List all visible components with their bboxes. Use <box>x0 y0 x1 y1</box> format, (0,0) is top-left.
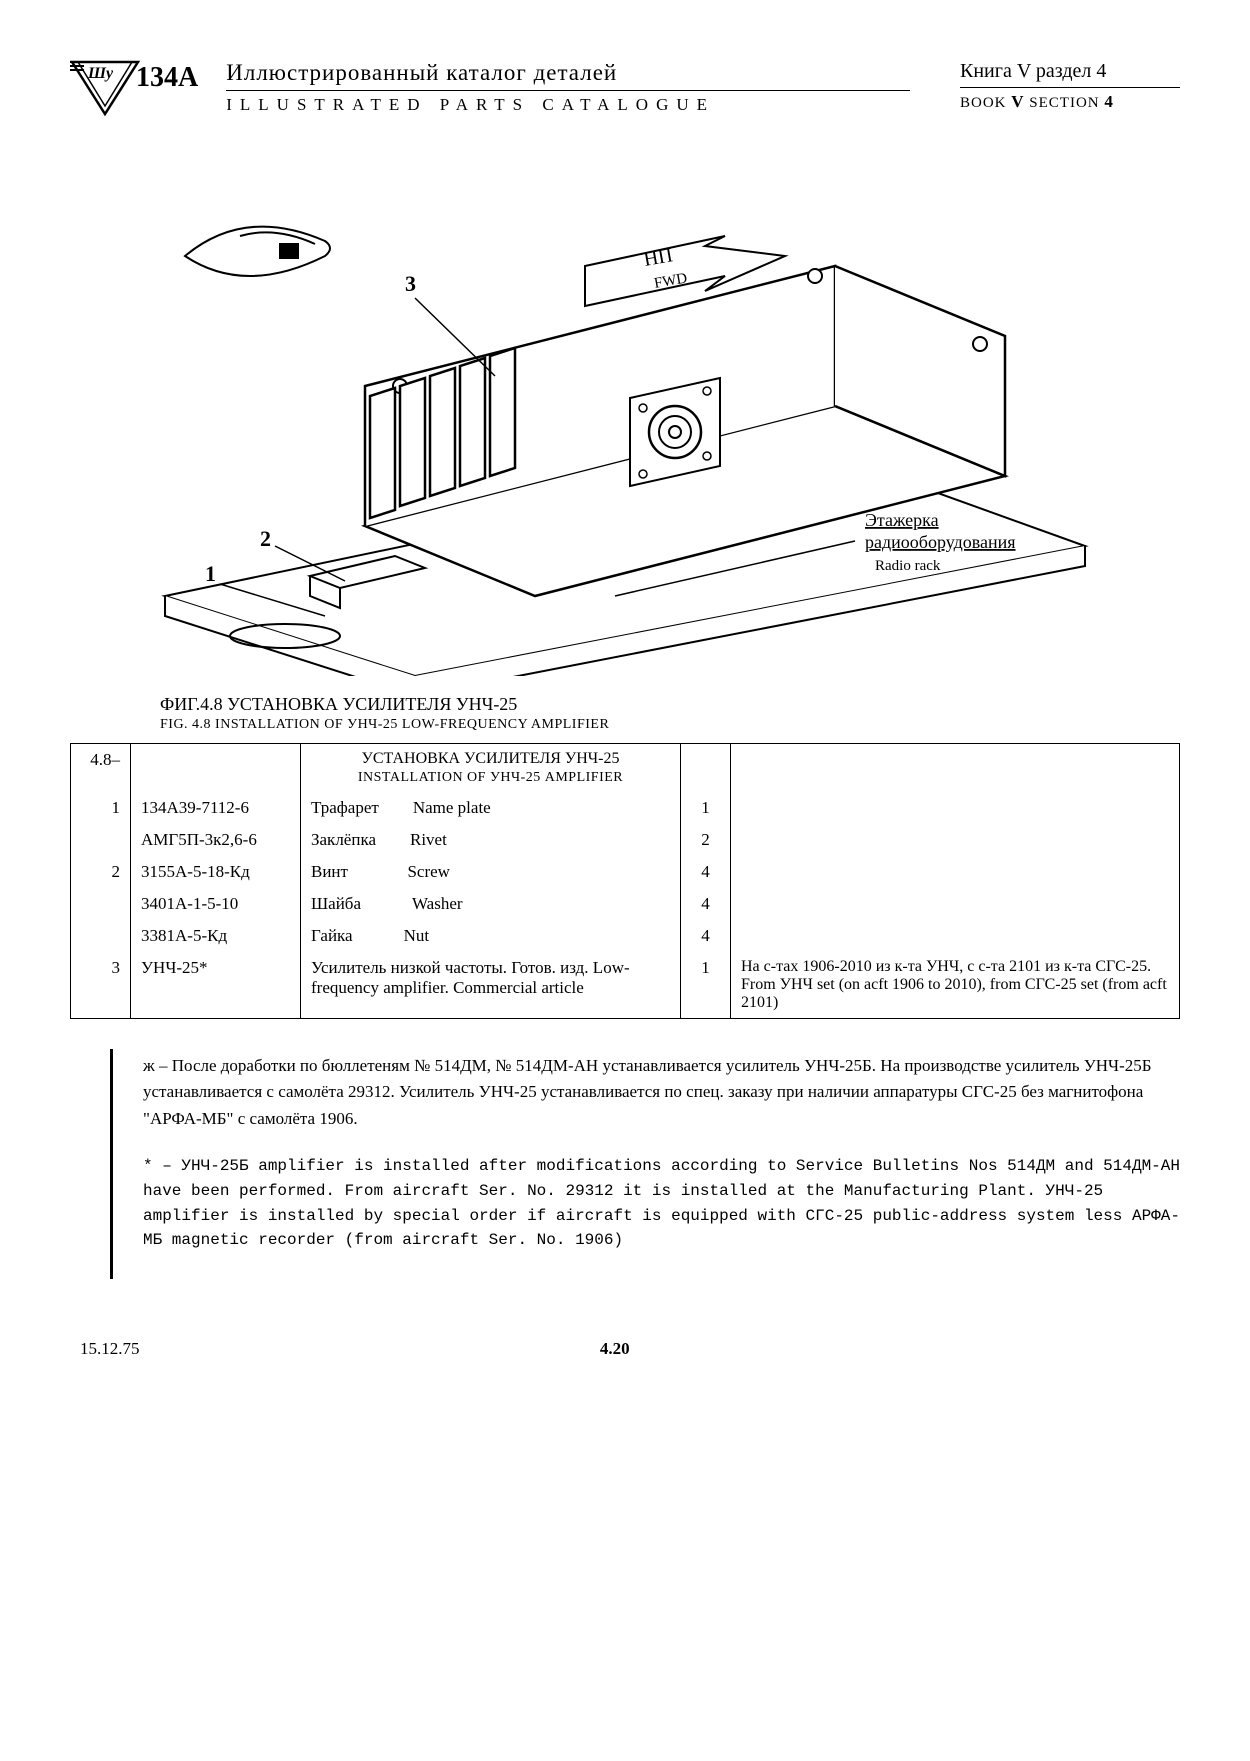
amplifier-diagram: НП FWD 3 2 1 Этажерка радиооборудования … <box>135 156 1115 676</box>
rack-label-en: Radio rack <box>875 558 941 574</box>
caption-en: FIG. 4.8 INSTALLATION OF УНЧ-25 LOW-FREQ… <box>160 717 1180 733</box>
title-ru: Иллюстрированный каталог деталей <box>226 60 910 91</box>
parts-table: 4.8– УСТАНОВКА УСИЛИТЕЛЯ УНЧ-25 INSTALLA… <box>70 743 1180 1019</box>
page-header: Шу 134А Иллюстрированный каталог деталей… <box>70 60 1180 116</box>
book-en: BOOK V SECTION 4 <box>960 92 1180 112</box>
section-title-en: INSTALLATION OF УНЧ-25 AMPLIFIER <box>311 770 670 786</box>
row-desc: Трафарет Name plate <box>301 792 681 824</box>
callout-3: 3 <box>405 271 416 296</box>
row-qty: 4 <box>681 920 731 952</box>
row-part: 3155А-5-18-Кд <box>131 856 301 888</box>
figure-caption: ФИГ.4.8 УСТАНОВКА УСИЛИТЕЛЯ УНЧ-25 FIG. … <box>160 694 1180 733</box>
figure-area: НП FWD 3 2 1 Этажерка радиооборудования … <box>70 156 1180 676</box>
row-idx <box>71 888 131 920</box>
table-row: 3 УНЧ-25* Усилитель низкой частоты. Гото… <box>71 952 1180 1019</box>
row-qty: 4 <box>681 856 731 888</box>
row-part: 3381А-5-Кд <box>131 920 301 952</box>
book-ru: Книга V раздел 4 <box>960 60 1180 88</box>
row-part: АМГ5П-3к2,6-6 <box>131 824 301 856</box>
section-title: УСТАНОВКА УСИЛИТЕЛЯ УНЧ-25 INSTALLATION … <box>301 744 681 793</box>
row-idx: 1 <box>71 792 131 824</box>
caption-ru: ФИГ.4.8 УСТАНОВКА УСИЛИТЕЛЯ УНЧ-25 <box>160 694 1180 715</box>
row-idx: 2 <box>71 856 131 888</box>
row-desc: Винт Screw <box>301 856 681 888</box>
row-part: УНЧ-25* <box>131 952 301 1019</box>
book-en-v: V <box>1011 92 1024 111</box>
logo-icon: Шу <box>70 60 140 116</box>
section-id: 4.8– <box>71 744 131 793</box>
table-row: 1 134А39-7112-6 Трафарет Name plate 1 <box>71 792 1180 824</box>
logo-block: Шу 134А <box>70 60 198 116</box>
callout-2: 2 <box>260 526 271 551</box>
row-qty: 1 <box>681 792 731 824</box>
row-qty: 2 <box>681 824 731 856</box>
row-part: 134А39-7112-6 <box>131 792 301 824</box>
book-en-mid: SECTION <box>1025 95 1105 111</box>
section-title-ru: УСТАНОВКА УСИЛИТЕЛЯ УНЧ-25 <box>362 750 620 767</box>
svg-text:Шу: Шу <box>87 65 114 82</box>
row-note: На с-тах 1906-2010 из к-та УНЧ, с с-та 2… <box>731 952 1180 1019</box>
footer-date: 15.12.75 <box>80 1339 140 1359</box>
callout-1: 1 <box>205 561 216 586</box>
row-part: 3401А-1-5-10 <box>131 888 301 920</box>
footnotes: ж – После доработки по бюллетеням № 514Д… <box>110 1049 1180 1279</box>
model-number: 134А <box>136 62 198 94</box>
footnote-en: * – УНЧ-25Б amplifier is installed after… <box>143 1154 1180 1253</box>
rack-label-ru2: радиооборудования <box>865 532 1016 552</box>
footer-page: 4.20 <box>600 1339 630 1359</box>
row-idx <box>71 824 131 856</box>
footnote-ru: ж – После доработки по бюллетеням № 514Д… <box>143 1053 1180 1132</box>
title-en: ILLUSTRATED PARTS CATALOGUE <box>226 95 910 115</box>
book-block: Книга V раздел 4 BOOK V SECTION 4 <box>960 60 1180 112</box>
page-footer: 15.12.75 4.20 <box>70 1339 1180 1359</box>
row-qty: 1 <box>681 952 731 1019</box>
table-header-row: 4.8– УСТАНОВКА УСИЛИТЕЛЯ УНЧ-25 INSTALLA… <box>71 744 1180 793</box>
row-desc: Усилитель низкой частоты. Готов. изд. Lo… <box>301 952 681 1019</box>
row-idx: 3 <box>71 952 131 1019</box>
book-en-pre: BOOK <box>960 95 1011 111</box>
book-en-n: 4 <box>1104 92 1114 111</box>
row-desc: Заклёпка Rivet <box>301 824 681 856</box>
row-desc: Гайка Nut <box>301 920 681 952</box>
row-qty: 4 <box>681 888 731 920</box>
rack-label-ru1: Этажерка <box>865 510 939 530</box>
row-desc: Шайба Washer <box>301 888 681 920</box>
row-idx <box>71 920 131 952</box>
title-main: Иллюстрированный каталог деталей ILLUSTR… <box>226 60 910 115</box>
